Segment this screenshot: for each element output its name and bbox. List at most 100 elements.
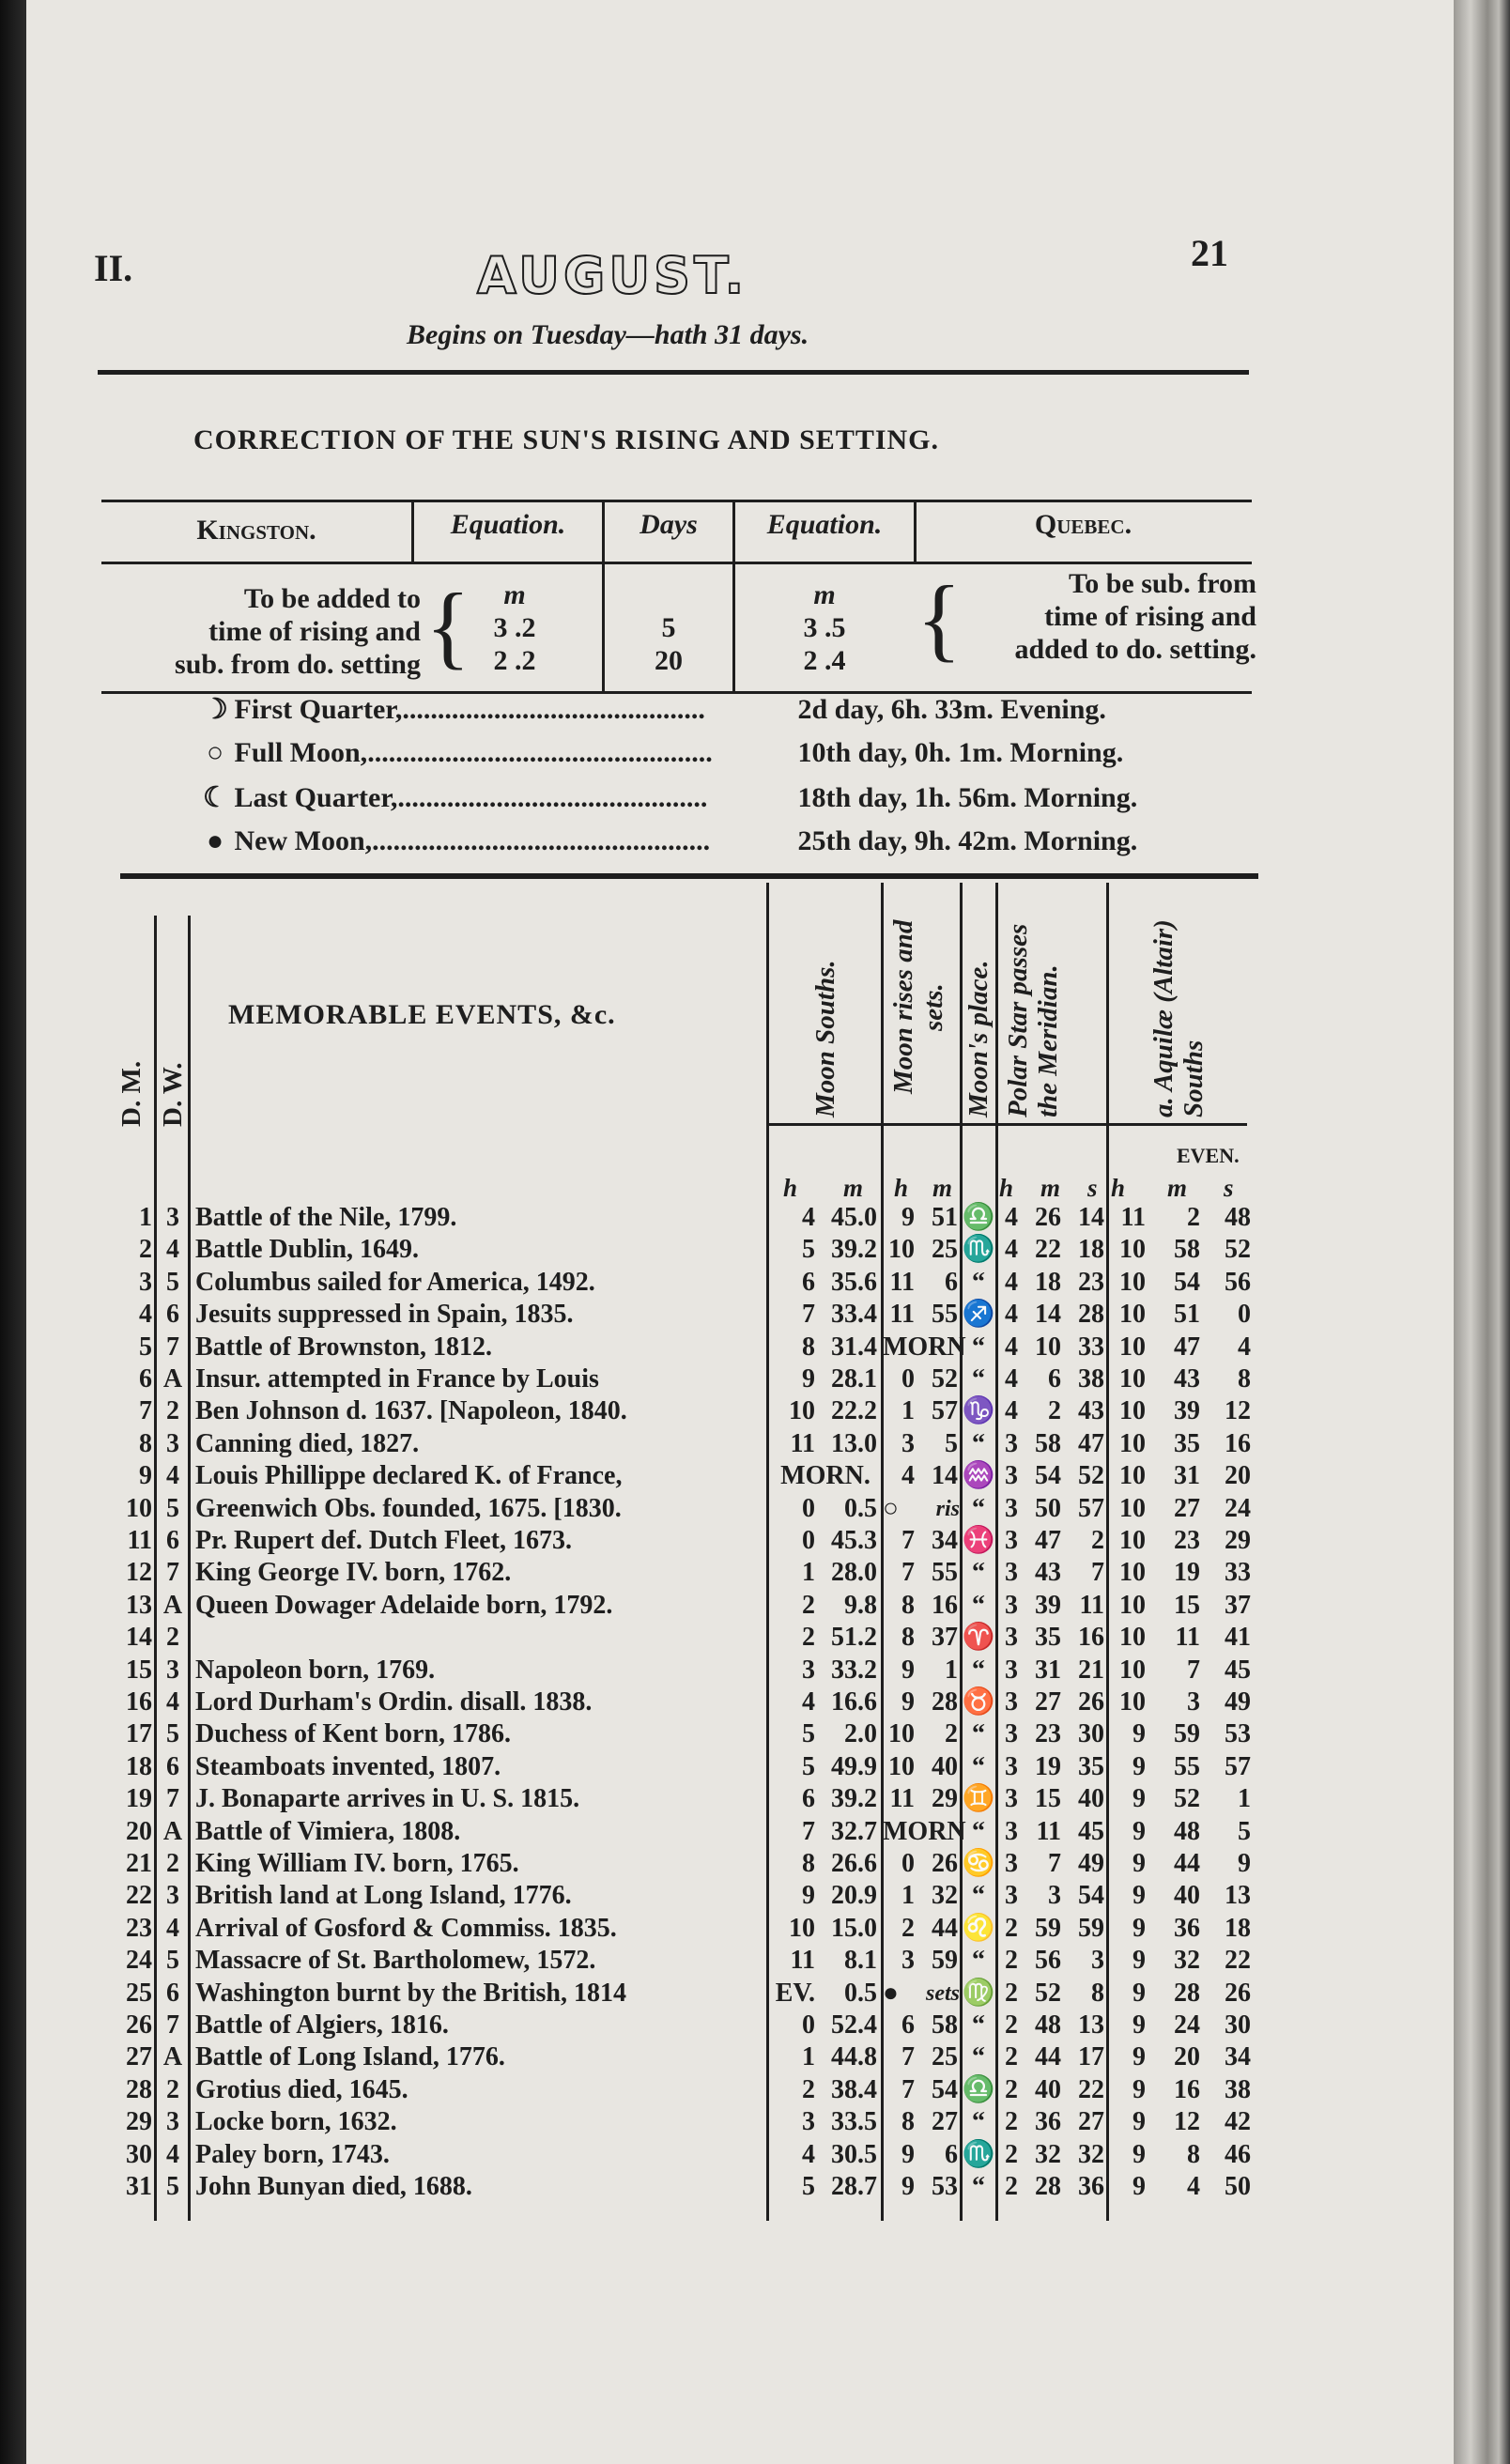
- altair-h: 10: [1119, 1623, 1146, 1653]
- altair-m: 15: [1174, 1590, 1200, 1620]
- table-row: 30 4 Paley born, 1743. 4 30.5 9 6 ♏ 2 32 32 9 8 46: [26, 2139, 1454, 2171]
- moon-souths-m: 45.3: [831, 1526, 877, 1555]
- moon-rises-h: 7: [901, 1558, 915, 1588]
- polar-s: 47: [1078, 1428, 1104, 1458]
- day-of-week: 5: [166, 1493, 179, 1523]
- altair-s: 29: [1225, 1526, 1251, 1555]
- polar-h: 3: [1005, 1493, 1018, 1523]
- altair-h: 9: [1132, 1946, 1146, 1976]
- altair-m: 4: [1187, 2172, 1200, 2201]
- moon-souths-m: 28.1: [831, 1364, 877, 1394]
- kingston-equation: m 3 .2 2 .2: [439, 578, 590, 677]
- altair-h: 9: [1132, 1816, 1146, 1846]
- moon-rises-h: 9: [901, 2172, 915, 2201]
- day-of-month: 6: [139, 1364, 152, 1394]
- altair-s: 20: [1225, 1461, 1251, 1491]
- polar-s: 3: [1091, 1946, 1104, 1976]
- phase-name: Last Quarter,: [234, 782, 398, 813]
- polar-s: 33: [1078, 1332, 1104, 1362]
- altair-h: 9: [1132, 1751, 1146, 1781]
- altair-s: 12: [1225, 1396, 1251, 1426]
- day-of-month: 17: [126, 1719, 152, 1749]
- moon-phase-full-moon: ○ Full Moon,............................…: [203, 737, 1123, 769]
- table-row: 10 5 Greenwich Obs. founded, 1675. [1830. 0…: [26, 1493, 1454, 1525]
- unit-s: s: [1087, 1174, 1098, 1202]
- altair-s: 4: [1238, 1332, 1251, 1362]
- moon-souths-m: 32.7: [831, 1816, 877, 1846]
- day-of-week: 7: [166, 1332, 179, 1362]
- polar-h: 3: [1005, 1784, 1018, 1814]
- last-quarter-moon-icon: ☾: [203, 782, 228, 813]
- phase-name: New Moon,: [234, 825, 373, 856]
- zodiac-sign-icon: “: [972, 1558, 985, 1588]
- day-of-month: 1: [139, 1203, 152, 1232]
- polar-m: 27: [1035, 1687, 1061, 1717]
- moon-rises-m: 54: [932, 2074, 958, 2104]
- brace: {: [425, 574, 470, 678]
- altair-m: 40: [1174, 1881, 1200, 1911]
- day-of-week: 3: [166, 1428, 179, 1458]
- header-altair: a. Aquilæ (Altair) Souths: [1148, 919, 1209, 1117]
- altair-h: 9: [1132, 1913, 1146, 1943]
- polar-m: 56: [1035, 1946, 1061, 1976]
- moon-rises-m: 37: [932, 1623, 958, 1653]
- day-of-week: 4: [166, 1687, 179, 1717]
- moon-rises-note: MORN: [883, 1816, 966, 1846]
- moon-souths-h: 2: [802, 1623, 815, 1653]
- altair-s: 38: [1225, 2074, 1251, 2104]
- zodiac-sign-icon: “: [972, 2042, 985, 2072]
- table-row: 11 6 Pr. Rupert def. Dutch Fleet, 1673. 0 45…: [26, 1525, 1454, 1557]
- moon-souths-h: 0: [802, 2010, 815, 2040]
- table-row: 31 5 John Bunyan died, 1688. 5 28.7 9 53 “ 2 28 36…: [26, 2171, 1454, 2203]
- moon-rises-h: 1: [901, 1881, 915, 1911]
- kingston-note: To be added to time of rising and sub. f…: [101, 582, 421, 681]
- table-row: 19 7 J. Bonaparte arrives in U. S. 1815. 6 3…: [26, 1783, 1454, 1815]
- table-row: 15 3 Napoleon born, 1769. 3 33.2 9 1 “ 3 31 21 10 7 4…: [26, 1655, 1454, 1686]
- phase-time: 2d day, 6h. 33m. Evening.: [797, 694, 1106, 725]
- memorable-event: Battle of the Nile, 1799.: [195, 1203, 457, 1232]
- altair-m: 52: [1174, 1784, 1200, 1814]
- polar-h: 4: [1005, 1396, 1018, 1426]
- day-of-month: 25: [126, 1978, 152, 2008]
- header-day-of-month: D. M.: [116, 1060, 146, 1127]
- table-row: 27 A Battle of Long Island, 1776. 1 44.8 7 25 “…: [26, 2041, 1454, 2073]
- zodiac-sign-icon: ♌: [962, 1913, 995, 1943]
- polar-s: 21: [1078, 1655, 1104, 1685]
- leader-dots: ........................................…: [397, 782, 708, 813]
- altair-m: 8: [1187, 2139, 1200, 2169]
- polar-s: 17: [1078, 2042, 1104, 2072]
- divider: [914, 501, 917, 562]
- day-of-week: 7: [166, 1558, 179, 1588]
- table-row: 1 3 Battle of the Nile, 1799. 4 45.0 9 51 ♎ 4 26 1…: [26, 1202, 1454, 1234]
- moon-souths-h: 11: [790, 1428, 815, 1458]
- polar-m: 31: [1035, 1655, 1061, 1685]
- zodiac-sign-icon: “: [972, 2172, 985, 2201]
- day-of-week: 7: [166, 1784, 179, 1814]
- polar-s: 8: [1091, 1978, 1104, 2008]
- month-subtitle: Begins on Tuesday—hath 31 days.: [407, 319, 809, 350]
- altair-m: 35: [1174, 1428, 1200, 1458]
- day-of-month: 26: [126, 2010, 152, 2040]
- moon-rises-note: ris: [935, 1496, 960, 1521]
- altair-h: 10: [1119, 1235, 1146, 1265]
- moon-rises-h: 6: [901, 2010, 915, 2040]
- altair-h: 10: [1119, 1526, 1146, 1555]
- moon-souths-m: 31.4: [831, 1332, 877, 1362]
- polar-m: 50: [1035, 1493, 1061, 1523]
- altair-m: 55: [1174, 1751, 1200, 1781]
- table-row: 24 5 Massacre of St. Bartholomew, 1572. 11 8…: [26, 1945, 1454, 1977]
- zodiac-sign-icon: ♓: [962, 1526, 995, 1555]
- day-of-week: A: [162, 1590, 183, 1620]
- polar-h: 2: [1005, 1913, 1018, 1943]
- moon-souths-h: 7: [802, 1816, 815, 1846]
- section-number: II.: [94, 247, 133, 289]
- moon-souths-h: 6: [802, 1267, 815, 1297]
- moon-rises-m: 26: [932, 1849, 958, 1878]
- moon-souths-m: 33.4: [831, 1300, 877, 1330]
- memorable-event: Locke born, 1632.: [195, 2107, 397, 2137]
- day-of-week: 3: [166, 1881, 179, 1911]
- phase-time: 10th day, 0h. 1m. Morning.: [797, 737, 1124, 768]
- moon-rises-h: 11: [889, 1300, 915, 1330]
- altair-s: 1: [1238, 1784, 1251, 1814]
- divider: [1106, 883, 1109, 2221]
